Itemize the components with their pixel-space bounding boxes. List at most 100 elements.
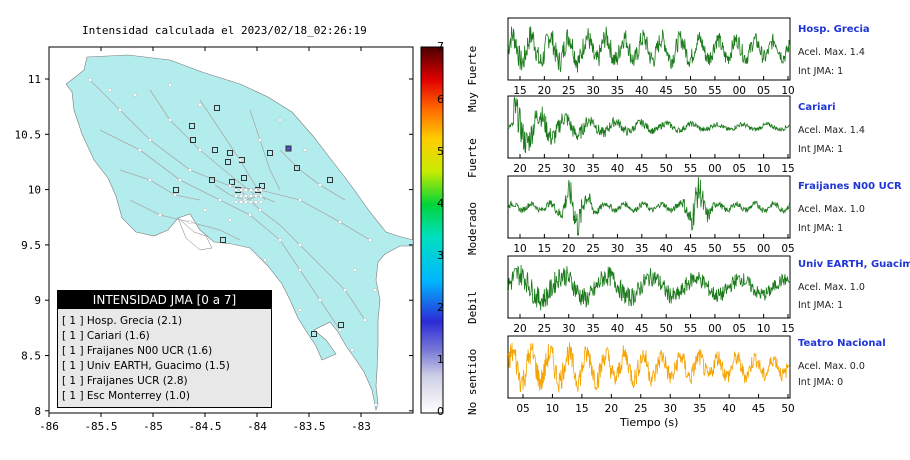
colorbar-tick-5: 5 [437,145,444,158]
town-dot [278,238,282,242]
town-dot [148,138,152,142]
town-dot [258,208,262,212]
time-tick-label: 55 [708,85,721,97]
colorbar-tick-4: 4 [437,197,444,210]
waveform-frame [507,95,791,159]
town-dot [303,148,307,152]
time-tick-label: 55 [733,243,746,255]
time-tick-label: 40 [611,163,624,175]
lon-tick-label: -83.5 [292,420,325,433]
town-dot [368,238,372,242]
time-tick-label: 25 [586,243,599,255]
station-accel: Acel. Max. 1.0 [798,282,865,293]
time-tick-label: 45 [752,403,765,415]
time-tick-label: 35 [586,323,599,335]
time-tick-label: 00 [733,85,746,97]
map-title: Intensidad calculada el 2023/02/18_02:26… [82,24,367,37]
time-tick-label: 10 [757,323,770,335]
time-tick-label: 50 [659,323,672,335]
colorbar-tick-2: 2 [437,301,444,314]
town-dot [318,183,322,187]
town-dot [249,188,253,192]
legend-row: [ 1 ] Fraijanes UCR (2.8) [62,375,188,387]
lon-tick-label: -86 [39,420,59,433]
time-tick-label: 40 [635,85,648,97]
town-dot [198,103,202,107]
town-dot [254,188,258,192]
time-tick-label: 00 [757,243,770,255]
time-tick-label: 45 [635,323,648,335]
time-tick-label: 45 [684,243,697,255]
waveform-frame [507,175,791,239]
map-axes: -86 -85.5 -85 -84.5 -84 -83.5 -83 11 10.5 10 9.5 9 8… [15,47,413,433]
time-tick-label: 10 [781,85,794,97]
town-dot [239,200,243,204]
time-tick-label: 05 [733,323,746,335]
time-tick-label: 15 [513,85,526,97]
time-tick-label: 15 [575,403,588,415]
time-tick-label: 35 [586,163,599,175]
colorbar-tick-6: 6 [437,93,444,106]
town-dot [158,213,162,217]
station-square [241,175,247,181]
colorbar-tick-3: 3 [437,249,444,262]
colorbar-tick-0: 0 [437,405,444,418]
waveform-frame [507,335,791,399]
town-dot [254,200,258,204]
lon-tick-label: -83 [351,420,371,433]
town-dot [244,200,248,204]
town-dot [218,198,222,202]
time-tick-label: 30 [586,85,599,97]
town-dot [248,213,252,217]
station-name-hosp-grecia: Hosp. Grecia [798,24,870,35]
time-tick-label: 05 [733,163,746,175]
station-name-fraijanes-n00: Fraijanes N00 UCR [798,181,902,192]
town-dot [198,148,202,152]
town-dot [244,194,248,198]
town-dot [298,268,302,272]
station-square [338,322,344,328]
time-tick-label: 20 [538,85,551,97]
time-tick-label: 40 [611,323,624,335]
town-dot [249,200,253,204]
legend-row: [ 1 ] Cariari (1.6) [62,330,150,342]
lat-tick-label: 8 [34,405,41,418]
town-dot [188,168,192,172]
time-tick-label: 40 [722,403,735,415]
town-dot [373,288,377,292]
time-tick-label: 30 [611,243,624,255]
station-square [285,145,292,152]
time-tick-label: 25 [562,85,575,97]
time-tick-label: 30 [562,323,575,335]
station-name-teatro-nacional: Teatro Nacional [798,338,886,349]
waveform-panel: 20 25 30 35 40 45 50 55 00 05 10 15 [507,255,795,335]
town-dot [298,243,302,247]
time-tick-label: 25 [634,403,647,415]
time-tick-label: 20 [513,163,526,175]
town-dot [188,220,192,224]
station-square [214,105,220,111]
time-tick-label: 05 [757,85,770,97]
time-tick-label: 20 [513,323,526,335]
town-dot [178,178,182,182]
time-tick-label: 55 [684,323,697,335]
legend-row: [ 1 ] Fraijanes N00 UCR (1.6) [62,345,213,357]
town-dot [254,194,258,198]
time-tick-label: 25 [538,323,551,335]
time-tick-label: 45 [659,85,672,97]
lat-tick-label: 10 [28,184,41,197]
time-tick-label: 15 [781,163,794,175]
category-debil: Debil [466,290,479,324]
town-dot [168,83,172,87]
town-dot [234,188,238,192]
time-tick-label: 15 [781,323,794,335]
waveform-trace [507,264,791,311]
town-dot [148,178,152,182]
town-dot [239,194,243,198]
time-tick-label: 45 [635,163,648,175]
town-dot [239,188,243,192]
town-dot [259,200,263,204]
town-dot [118,108,122,112]
time-tick-label: 40 [659,243,672,255]
